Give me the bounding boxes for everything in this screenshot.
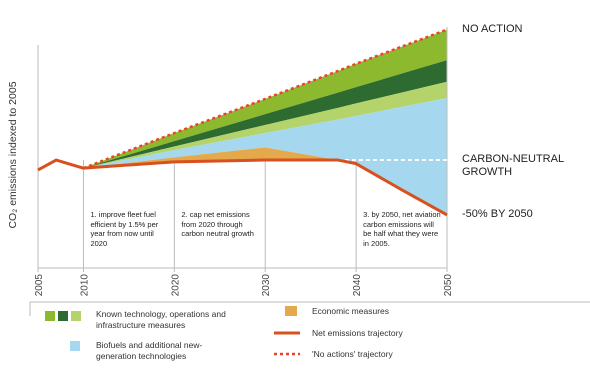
annotation-label: CARBON-NEUTRAL GROWTH [462,153,564,179]
x-tick-label: 2005 [34,274,45,297]
known-tech-area [83,81,447,169]
y-axis-label: CO₂ emissions indexed to 2005 [7,81,19,228]
legend-swatch [285,306,297,316]
no-action-line [82,28,448,170]
note: 2. cap net emissions from 2020 through c… [181,210,254,238]
legend-label: Biofuels and additional new-generation t… [96,340,203,361]
legend-swatch [71,311,81,321]
biofuel-area [83,97,447,215]
legend-swatch [58,311,68,321]
legend-swatch [70,341,80,351]
legend-label: Economic measures [312,306,390,316]
x-tick-label: 2010 [79,274,90,297]
legend-label: Known technology, operations and infrast… [96,309,226,330]
x-tick-label: 2040 [352,274,363,297]
legend-label: 'No actions' trajectory [312,349,393,359]
annotation-label: -50% BY 2050 [462,207,533,220]
legend-label: Net emissions trajectory [312,328,403,338]
x-tick-label: 2050 [443,274,454,297]
legend-swatch [45,311,55,321]
x-tick-label: 2030 [261,274,272,297]
note: 3. by 2050, net aviation carbon emission… [363,210,441,248]
annotation-label: NO ACTION [462,22,523,35]
net-line [37,158,448,217]
known-tech-area [83,60,447,169]
x-tick-label: 2020 [170,274,181,297]
note: 1. improve fleet fuel efficient by 1.5% … [90,210,159,248]
